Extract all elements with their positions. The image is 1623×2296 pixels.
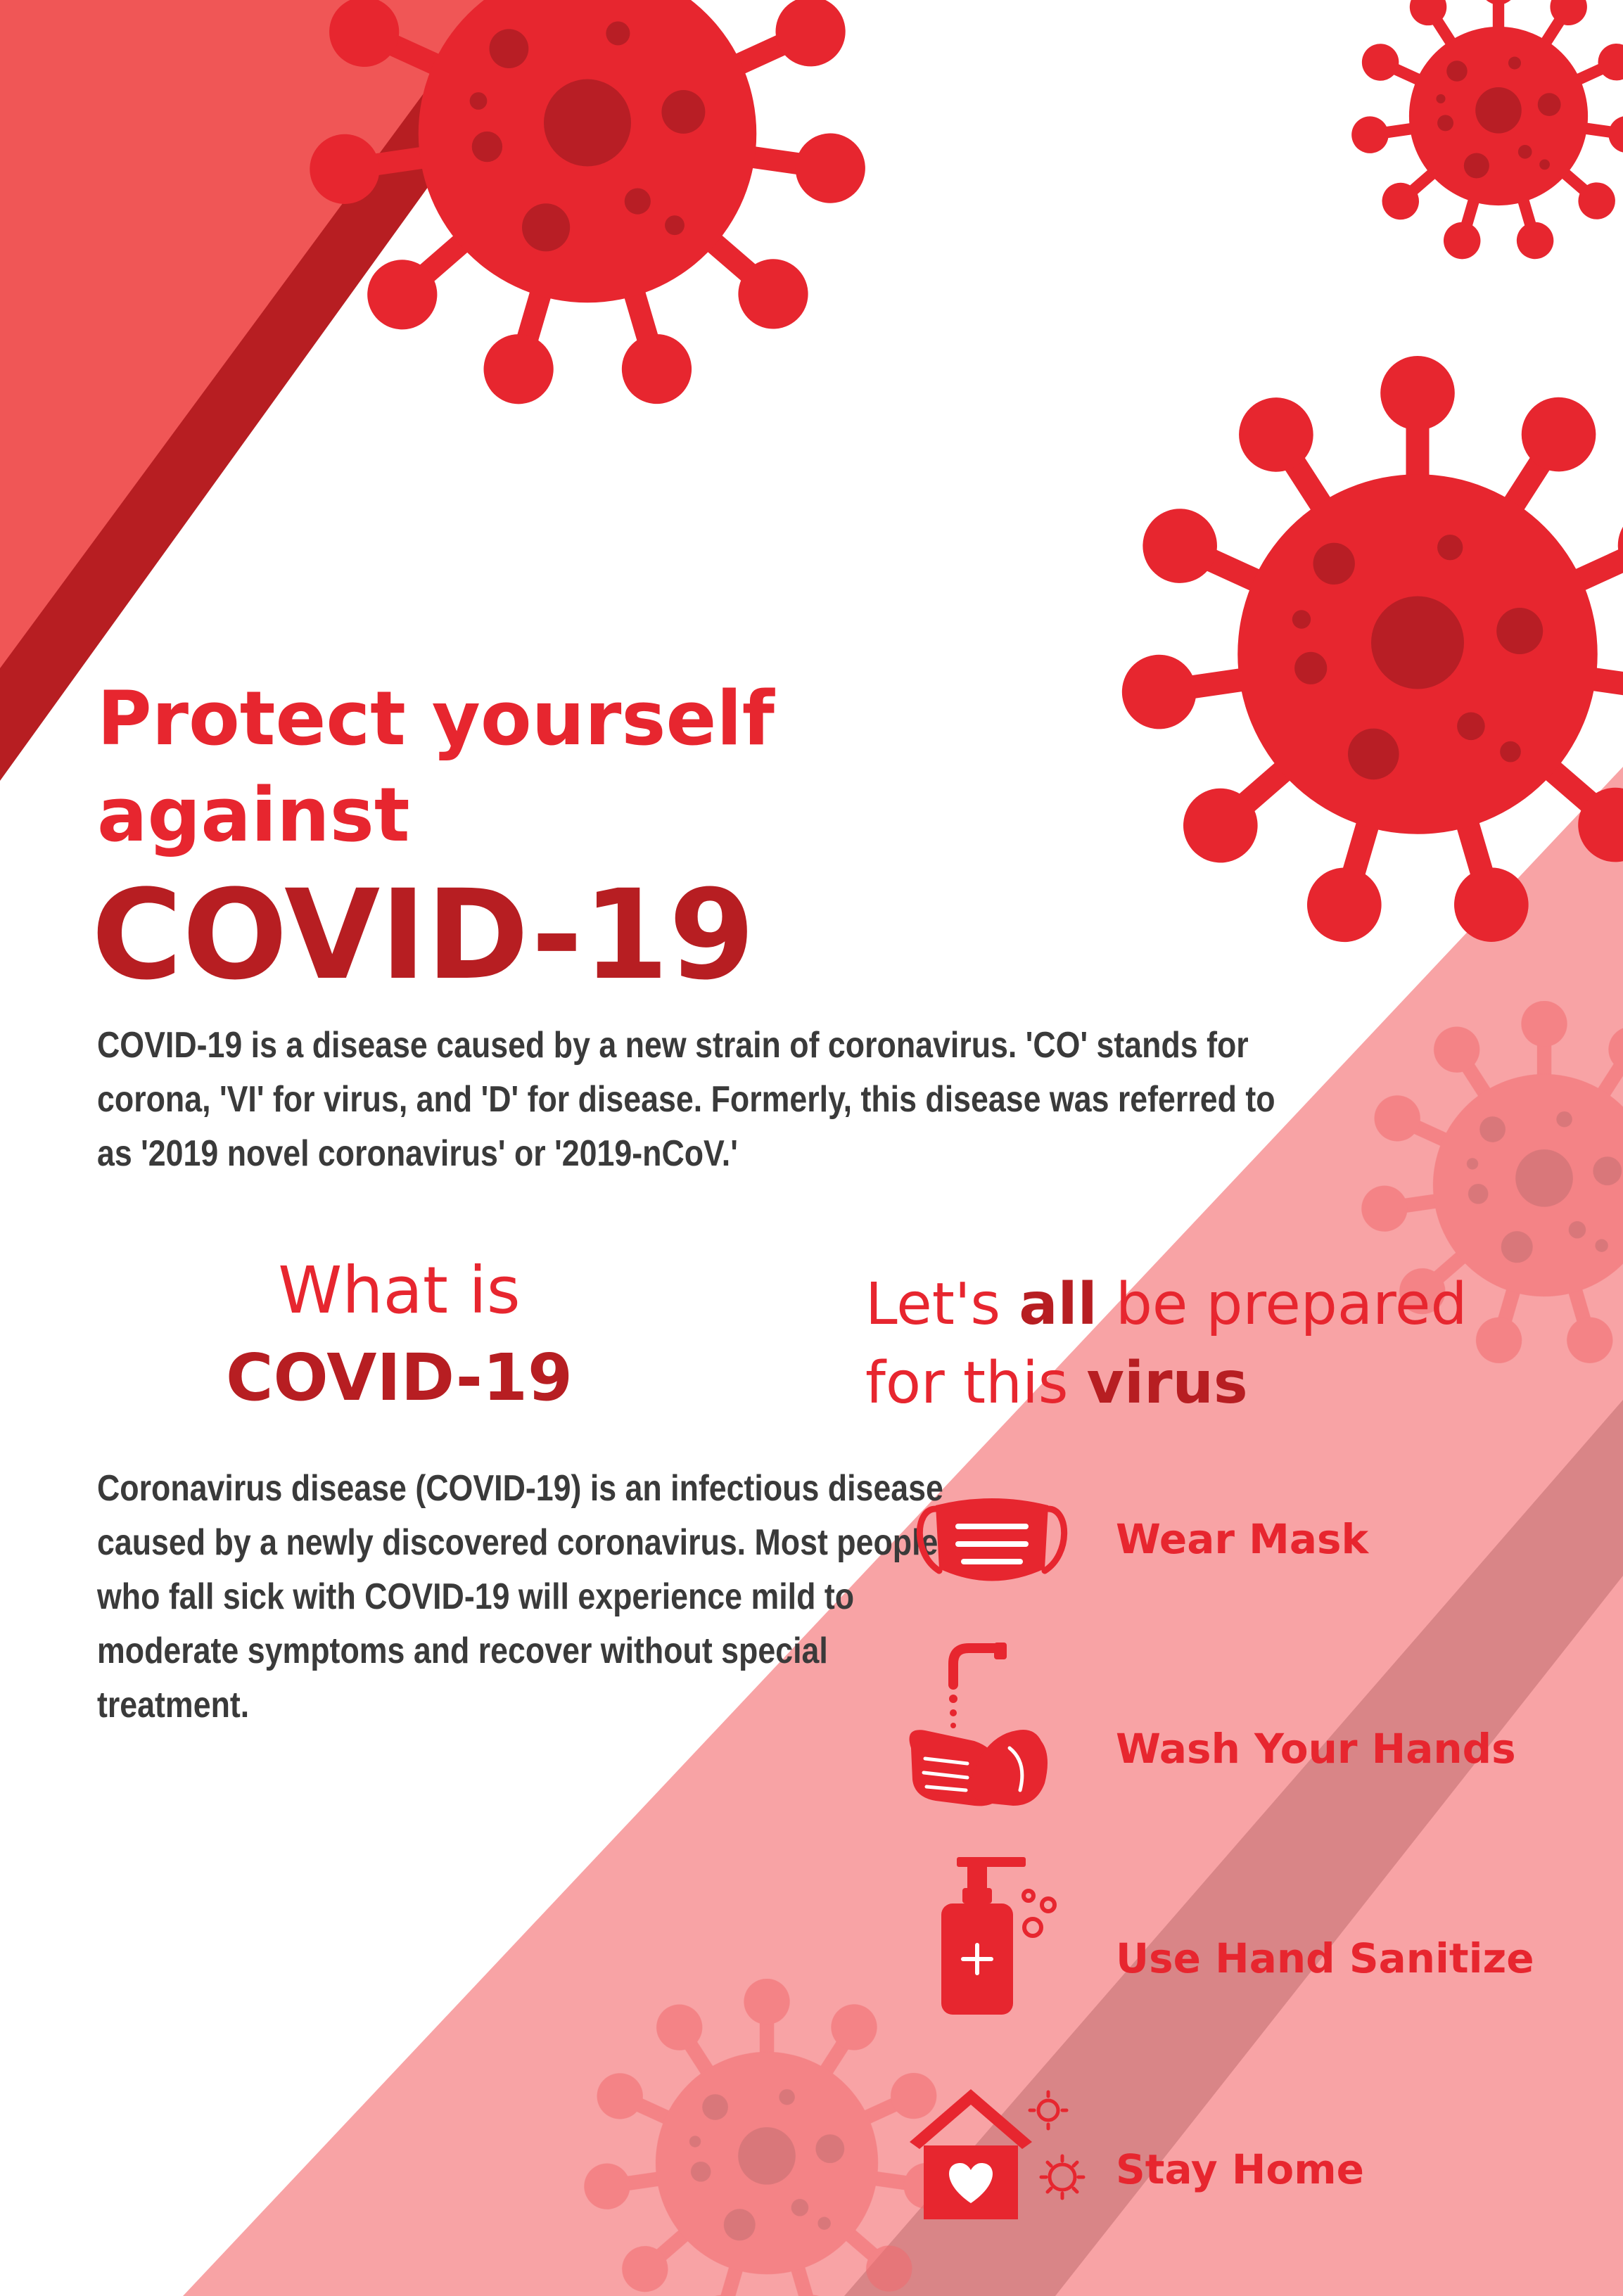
headline-line-2: against [97,772,410,858]
prepared-heading-line-2: for this virus [865,1345,1248,1422]
what-is-paragraph: Coronavirus disease (COVID-19) is an inf… [97,1468,943,1726]
sanitizer-bottle-icon [941,1857,1057,2015]
action-label-hand-sanitize: Use Hand Sanitize [1116,1934,1534,1982]
headline-covid-title: COVID-19 [91,863,756,1007]
what-is-covid-title: COVID-19 [226,1340,573,1415]
home-icon [910,2089,1086,2219]
prepared-text-be-prepared: be prepared [1097,1271,1468,1338]
action-label-wash-hands: Wash Your Hands [1116,1725,1516,1773]
prepared-heading-line-1: Let's all be prepared [865,1266,1468,1344]
prepared-text-lets: Let's [865,1271,1019,1338]
intro-paragraph: COVID-19 is a disease caused by a new st… [97,1025,1275,1174]
action-label-stay-home: Stay Home [1116,2145,1365,2193]
prepared-text-for-this: for this [865,1350,1087,1417]
headline-line-1: Protect yourself [97,675,775,762]
hand-washing-icon [909,1643,1048,1806]
action-label-wear-mask: Wear Mask [1116,1515,1369,1563]
what-is-heading: What is [278,1253,521,1328]
mask-icon [916,1498,1068,1581]
prepared-text-virus: virus [1086,1350,1248,1417]
prepared-text-all: all [1019,1271,1097,1338]
